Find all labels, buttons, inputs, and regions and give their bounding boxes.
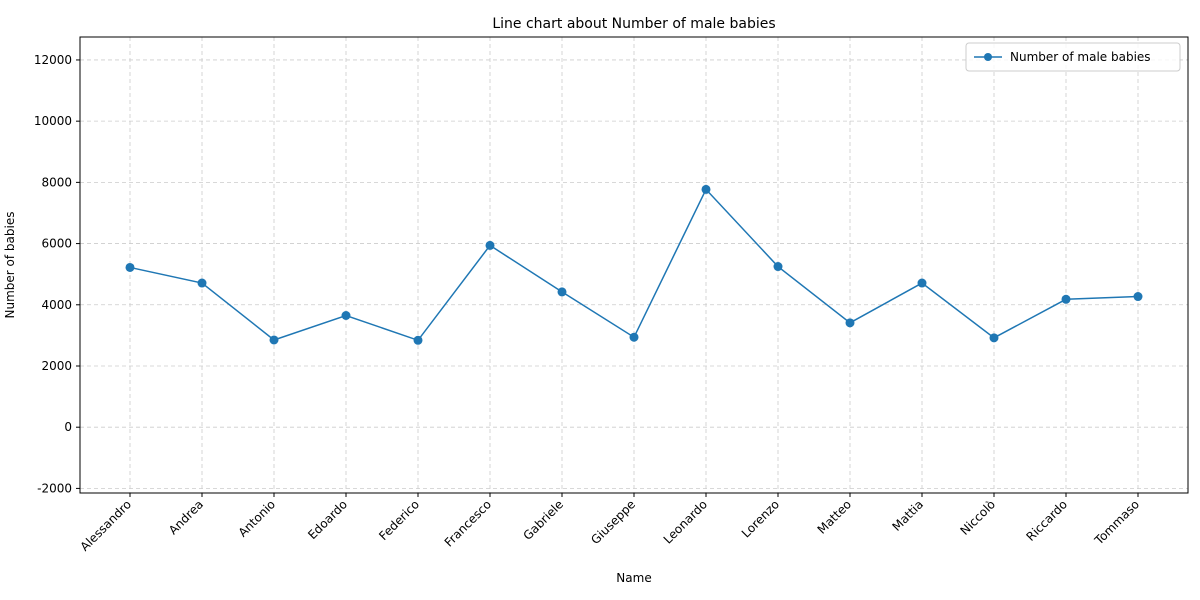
x-tick-label: Niccolò: [957, 497, 998, 538]
x-tick-label: Giuseppe: [588, 497, 638, 547]
x-axis-ticks: Alessandro Andrea Antonio Edoardo Federico Fr…: [78, 493, 1142, 554]
x-tick-label: Riccardo: [1024, 497, 1071, 544]
x-tick-label: Lorenzo: [739, 497, 782, 540]
data-point: [197, 278, 207, 288]
y-tick-label: 2000: [41, 359, 72, 373]
data-point: [269, 335, 279, 345]
y-tick-label: 4000: [41, 298, 72, 312]
x-tick-label: Mattia: [889, 497, 926, 534]
data-point: [413, 335, 423, 345]
data-point: [1061, 294, 1071, 304]
y-tick-label: 0: [64, 420, 72, 434]
chart-title: Line chart about Number of male babies: [492, 16, 775, 32]
legend: Number of male babies: [965, 42, 1181, 72]
y-axis-label: Number of babies: [3, 212, 17, 319]
x-tick-label: Gabriele: [520, 497, 566, 543]
x-tick-label: Matteo: [815, 497, 854, 536]
legend-marker: [984, 53, 992, 61]
y-tick-label: 8000: [41, 175, 72, 189]
x-tick-label: Edoardo: [305, 497, 350, 542]
y-axis-ticks: -2000 0 2000 4000 6000 8000 10000 12000: [34, 53, 80, 495]
data-point: [629, 332, 639, 342]
series-layer: [125, 184, 1143, 345]
y-tick-label: -2000: [37, 481, 72, 495]
y-tick-label: 6000: [41, 237, 72, 251]
x-tick-label: Antonio: [236, 497, 279, 540]
data-point: [1133, 292, 1143, 302]
data-point: [917, 278, 927, 288]
y-tick-label: 10000: [34, 114, 72, 128]
legend-label: Number of male babies: [1010, 50, 1151, 64]
data-point: [125, 262, 135, 272]
data-point: [341, 310, 351, 320]
x-tick-label: Andrea: [166, 497, 206, 537]
y-tick-label: 12000: [34, 53, 72, 67]
data-point: [485, 240, 495, 250]
x-tick-label: Francesco: [442, 497, 494, 549]
data-point: [701, 184, 711, 194]
x-tick-label: Alessandro: [78, 497, 135, 554]
legend-box: [965, 42, 1181, 72]
data-point: [989, 333, 999, 343]
data-point: [557, 287, 567, 297]
x-axis-label: Name: [616, 571, 651, 585]
data-point: [773, 262, 783, 272]
grid: [80, 37, 1188, 493]
x-tick-label: Tommaso: [1091, 497, 1142, 548]
data-point: [845, 318, 855, 328]
x-tick-label: Leonardo: [661, 497, 710, 546]
x-tick-label: Federico: [376, 497, 422, 543]
